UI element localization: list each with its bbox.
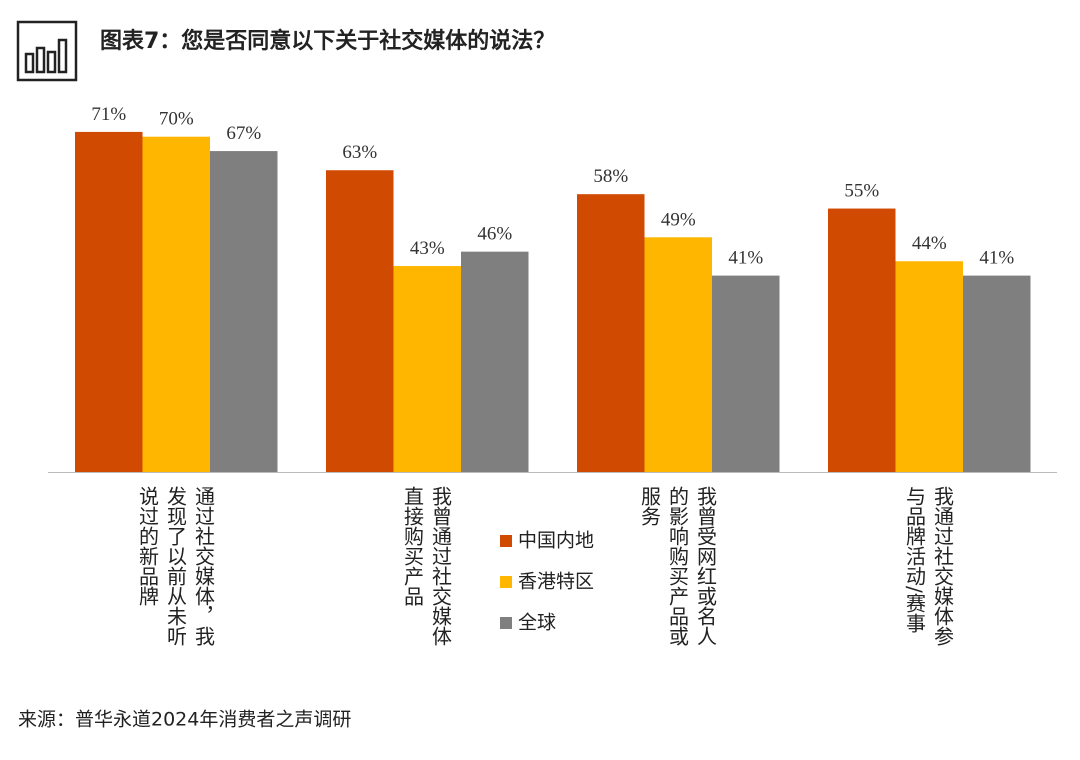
legend-swatch bbox=[500, 576, 512, 588]
category-label-box: 我曾受网红或名人的影响购买产品或服务 bbox=[552, 486, 803, 658]
value-label: 58% bbox=[593, 166, 628, 187]
bar bbox=[712, 275, 780, 472]
bar bbox=[210, 151, 278, 472]
chart-icon bbox=[16, 20, 78, 82]
category-label-box: 我通过社交媒体参与品牌活动/赛事 bbox=[803, 486, 1054, 658]
value-label: 46% bbox=[477, 224, 512, 245]
legend-label: 全球 bbox=[518, 612, 556, 634]
bar bbox=[644, 237, 712, 472]
value-label: 43% bbox=[410, 238, 445, 259]
bar bbox=[461, 251, 529, 472]
bar bbox=[828, 208, 896, 473]
bar bbox=[326, 170, 394, 473]
value-label: 55% bbox=[844, 181, 879, 202]
bar bbox=[895, 261, 963, 472]
value-label: 41% bbox=[979, 248, 1014, 269]
value-label: 49% bbox=[661, 209, 696, 230]
legend-swatch bbox=[500, 617, 512, 629]
legend-label: 中国内地 bbox=[518, 530, 594, 552]
category-label: 我曾受网红或名人的影响购买产品或服务 bbox=[637, 486, 718, 646]
value-label: 41% bbox=[728, 248, 763, 269]
bar bbox=[393, 266, 461, 472]
value-label: 67% bbox=[226, 123, 261, 144]
bar bbox=[963, 275, 1031, 472]
source-note: 来源：普华永道2024年消费者之声调研 bbox=[18, 709, 351, 731]
bar bbox=[577, 194, 645, 472]
chart-title: 图表7：您是否同意以下关于社交媒体的说法？ bbox=[100, 28, 555, 54]
category-label-box: 通过社交媒体，我发现了以前从未听说过的新品牌 bbox=[50, 486, 301, 658]
legend-label: 香港特区 bbox=[518, 571, 594, 593]
category-label-box: 我曾通过社交媒体直接购买产品 bbox=[301, 486, 552, 658]
value-label: 44% bbox=[912, 233, 947, 254]
category-label: 通过社交媒体，我发现了以前从未听说过的新品牌 bbox=[135, 486, 216, 646]
legend-swatch bbox=[500, 535, 512, 547]
category-label: 我曾通过社交媒体直接购买产品 bbox=[400, 486, 453, 646]
value-label: 71% bbox=[91, 104, 126, 125]
bar bbox=[75, 131, 143, 472]
category-label: 我通过社交媒体参与品牌活动/赛事 bbox=[902, 486, 955, 646]
value-label: 63% bbox=[342, 142, 377, 163]
bar bbox=[142, 136, 210, 472]
value-label: 70% bbox=[159, 109, 194, 130]
